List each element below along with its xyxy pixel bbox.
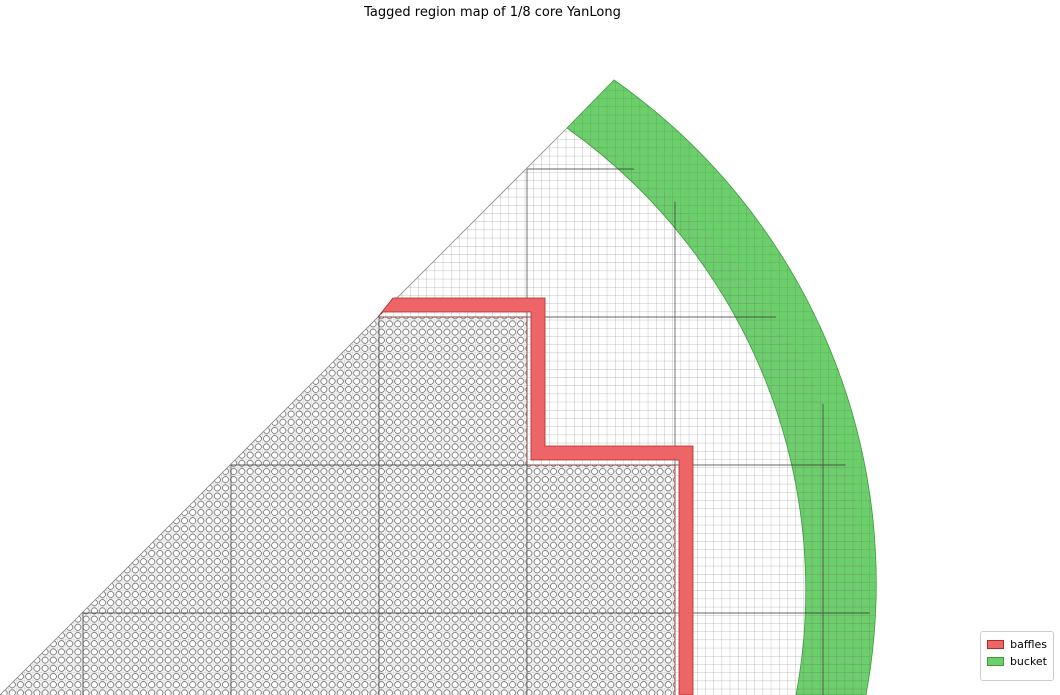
symmetry-diagonal — [0, 127, 568, 695]
legend: baffles bucket — [980, 631, 1054, 681]
baffles-region — [377, 297, 694, 695]
legend-label-baffles: baffles — [1010, 638, 1047, 651]
legend-label-bucket: bucket — [1009, 655, 1047, 668]
baffles-inner-edge — [378, 316, 676, 695]
legend-item-bucket: bucket — [987, 653, 1047, 670]
bucket-swatch — [987, 657, 1004, 666]
legend-item-baffles: baffles — [987, 636, 1047, 653]
baffles-swatch — [987, 640, 1005, 649]
diagram-title: Tagged region map of 1/8 core YanLong — [364, 5, 621, 20]
